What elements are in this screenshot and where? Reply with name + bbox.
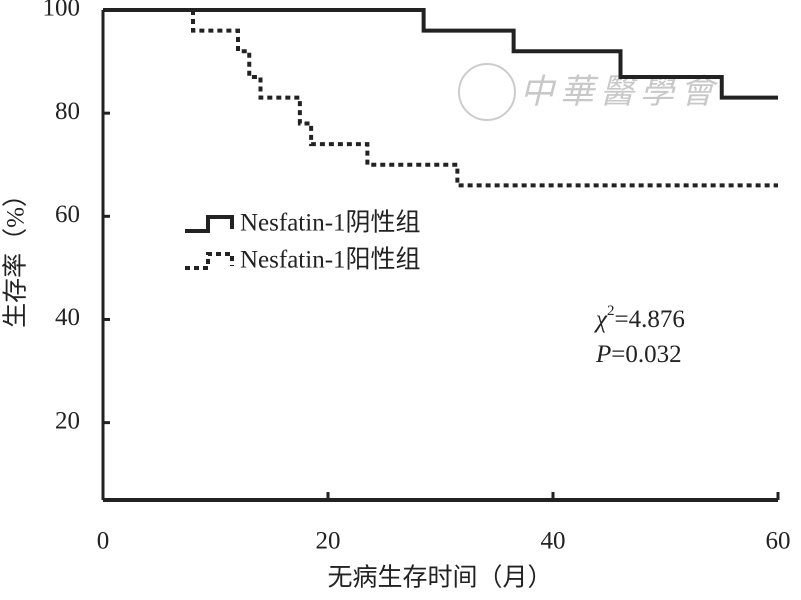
p-annotation: P=0.032 [595,341,682,368]
x-tick-label: 60 [766,528,791,555]
watermark-logo [458,63,516,121]
y-tick-label: 40 [55,304,80,331]
chi-annotation: χ2=4.876 [594,303,685,332]
p-symbol: P [595,341,611,368]
x-tick-label: 0 [97,528,110,555]
chi-value: =4.876 [615,306,685,333]
p-value: =0.032 [611,341,681,368]
y-axis-label: 生存率（%） [2,182,30,328]
x-tick-label: 20 [316,528,341,555]
y-tick-label: 80 [55,98,80,125]
chi-power: 2 [607,303,615,319]
x-tick-label: 40 [541,528,566,555]
y-tick-label: 60 [55,201,80,228]
y-tick-label: 20 [55,407,80,434]
chi-symbol: χ [594,306,608,333]
y-tick-label: 100 [43,0,81,22]
legend-symbol [185,215,234,233]
x-axis-label: 无病生存时间（月） [327,564,552,592]
watermark: 中華醫學會 [520,74,720,111]
legend-label: Nesfatin-1阳性组 [240,246,421,274]
legend-label: Nesfatin-1阴性组 [240,209,421,237]
legend-symbol [185,252,234,270]
survival-line [103,8,778,100]
